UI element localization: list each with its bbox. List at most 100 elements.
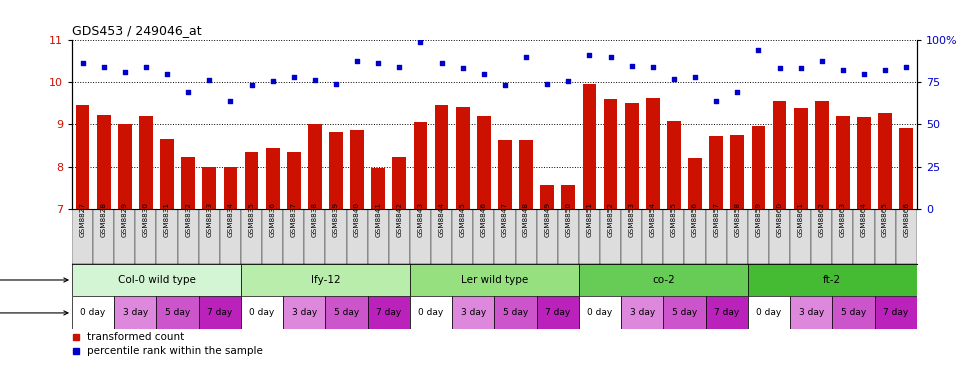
Point bbox=[159, 71, 175, 77]
Bar bbox=[857, 117, 871, 209]
Text: 7 day: 7 day bbox=[545, 309, 570, 317]
Bar bbox=[583, 83, 596, 209]
Point bbox=[540, 81, 555, 86]
Text: 7 day: 7 day bbox=[883, 309, 908, 317]
Bar bbox=[663, 209, 684, 264]
Text: strain: strain bbox=[0, 275, 68, 285]
Bar bbox=[748, 209, 769, 264]
Bar bbox=[156, 296, 199, 329]
Text: 5 day: 5 day bbox=[165, 309, 190, 317]
Bar bbox=[224, 167, 237, 209]
Bar bbox=[410, 264, 579, 296]
Point bbox=[793, 65, 808, 71]
Point bbox=[708, 98, 724, 104]
Bar bbox=[410, 209, 431, 264]
Point bbox=[877, 67, 893, 72]
Text: 3 day: 3 day bbox=[630, 309, 655, 317]
Bar bbox=[393, 157, 406, 209]
Bar bbox=[688, 158, 702, 209]
Bar bbox=[604, 99, 617, 209]
Bar bbox=[769, 209, 790, 264]
Text: 3 day: 3 day bbox=[123, 309, 148, 317]
Bar bbox=[498, 140, 512, 209]
Point bbox=[117, 69, 132, 75]
Bar bbox=[900, 128, 913, 209]
Bar bbox=[875, 209, 896, 264]
Text: 3 day: 3 day bbox=[799, 309, 824, 317]
Bar bbox=[350, 130, 364, 209]
Bar bbox=[790, 296, 832, 329]
Text: 0 day: 0 day bbox=[419, 309, 444, 317]
Text: Col-0 wild type: Col-0 wild type bbox=[117, 275, 196, 285]
Bar bbox=[477, 116, 491, 209]
Bar bbox=[178, 209, 199, 264]
Bar bbox=[727, 209, 748, 264]
Bar bbox=[456, 107, 469, 209]
Point bbox=[202, 77, 217, 83]
Bar bbox=[709, 136, 723, 209]
Point bbox=[518, 54, 534, 60]
Bar bbox=[748, 264, 917, 296]
Bar bbox=[118, 124, 132, 209]
Point bbox=[265, 78, 280, 84]
Bar bbox=[241, 209, 262, 264]
Bar bbox=[706, 296, 748, 329]
Point bbox=[730, 89, 745, 95]
Text: 0 day: 0 day bbox=[588, 309, 612, 317]
Text: co-2: co-2 bbox=[652, 275, 675, 285]
Point bbox=[223, 98, 238, 104]
Bar bbox=[494, 296, 537, 329]
Bar bbox=[220, 209, 241, 264]
Bar bbox=[199, 296, 241, 329]
Bar bbox=[245, 152, 258, 209]
Bar bbox=[287, 152, 300, 209]
Point bbox=[835, 67, 851, 72]
Bar bbox=[241, 264, 410, 296]
Bar bbox=[790, 209, 811, 264]
Point bbox=[455, 65, 470, 71]
Bar bbox=[452, 296, 494, 329]
Text: 5 day: 5 day bbox=[503, 309, 528, 317]
Bar bbox=[156, 209, 178, 264]
Text: 3 day: 3 day bbox=[292, 309, 317, 317]
Text: 5 day: 5 day bbox=[672, 309, 697, 317]
Bar bbox=[537, 209, 558, 264]
Point bbox=[476, 71, 492, 77]
Bar bbox=[562, 186, 575, 209]
Bar bbox=[72, 209, 93, 264]
Bar bbox=[519, 140, 533, 209]
Bar bbox=[72, 264, 241, 296]
Point bbox=[244, 82, 259, 88]
Bar bbox=[241, 296, 283, 329]
Bar bbox=[537, 296, 579, 329]
Bar bbox=[646, 98, 660, 209]
Point bbox=[603, 54, 618, 60]
Bar bbox=[875, 296, 917, 329]
Bar bbox=[160, 139, 174, 209]
Text: 7 day: 7 day bbox=[714, 309, 739, 317]
Bar bbox=[878, 113, 892, 209]
Point bbox=[96, 64, 111, 70]
Bar bbox=[773, 101, 786, 209]
Text: 5 day: 5 day bbox=[841, 309, 866, 317]
Bar bbox=[540, 186, 554, 209]
Point bbox=[286, 74, 301, 80]
Bar bbox=[139, 116, 153, 209]
Text: lfy-12: lfy-12 bbox=[311, 275, 340, 285]
Bar bbox=[410, 296, 452, 329]
Point bbox=[392, 64, 407, 70]
Bar bbox=[181, 157, 195, 209]
Bar bbox=[308, 124, 322, 209]
Bar bbox=[516, 209, 537, 264]
Point bbox=[561, 78, 576, 84]
Bar bbox=[621, 209, 642, 264]
Bar bbox=[431, 209, 452, 264]
Point bbox=[180, 89, 196, 95]
Point bbox=[645, 64, 660, 70]
Bar bbox=[304, 209, 325, 264]
Text: transformed count: transformed count bbox=[87, 332, 184, 342]
Text: 3 day: 3 day bbox=[461, 309, 486, 317]
Bar bbox=[579, 264, 748, 296]
Bar bbox=[203, 167, 216, 209]
Bar bbox=[600, 209, 621, 264]
